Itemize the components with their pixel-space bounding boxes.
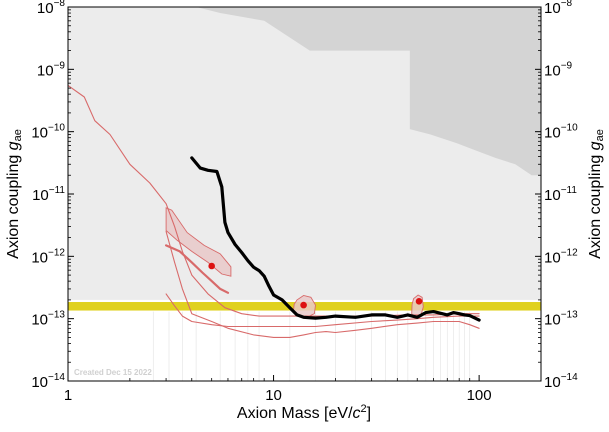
created-watermark: Created Dec 15 2022: [74, 368, 152, 377]
limit-curve: [165, 293, 480, 328]
y-axis-title-left: Axion coupling gae: [5, 129, 24, 259]
x-tick-label: 10: [265, 387, 282, 404]
y-tick-label-right: 10−13: [544, 310, 578, 329]
x-tick-label: 100: [467, 387, 492, 404]
axis-ticks: 1 10 100 10−14 10−14 10−13 10−13 10−12 10−12 10−1…: [31, 0, 578, 404]
signal-contour: [165, 207, 232, 277]
y-tick-label-right: 10−10: [544, 123, 578, 142]
main-limit-curve: [190, 156, 481, 322]
y-tick-label-right: 10−9: [544, 60, 573, 79]
y-tick-label: 10−13: [31, 310, 65, 329]
y-tick-label: 10−12: [31, 247, 65, 266]
x-tick-label: 1: [64, 387, 72, 404]
best-fit-point: [300, 301, 307, 309]
region-right-shaded: [409, 7, 541, 176]
y-tick-label: 10−11: [32, 185, 65, 204]
best-fit-points: [208, 262, 423, 309]
y-tick-label: 10−14: [31, 372, 65, 391]
minor-gridlines: [152, 311, 471, 381]
y-tick-label: 10−10: [31, 123, 65, 142]
limit-curves: [68, 84, 481, 338]
y-tick-label: 10−8: [37, 0, 66, 17]
y-tick-label-right: 10−12: [544, 247, 578, 266]
y-axis-title-right: Axion coupling gae: [587, 129, 606, 259]
limit-curve: [165, 230, 480, 338]
y-tick-label-right: 10−14: [544, 372, 578, 391]
limit-curve: [165, 244, 230, 294]
excluded-regions: [68, 7, 541, 300]
y-tick-label: 10−9: [37, 60, 66, 79]
best-fit-point: [415, 297, 423, 305]
y-tick-label-right: 10−8: [544, 0, 573, 17]
y-tick-label-right: 10−11: [544, 185, 577, 204]
x-axis-title: Axion Mass [eV/c2]: [237, 403, 371, 422]
best-fit-point: [208, 262, 215, 270]
